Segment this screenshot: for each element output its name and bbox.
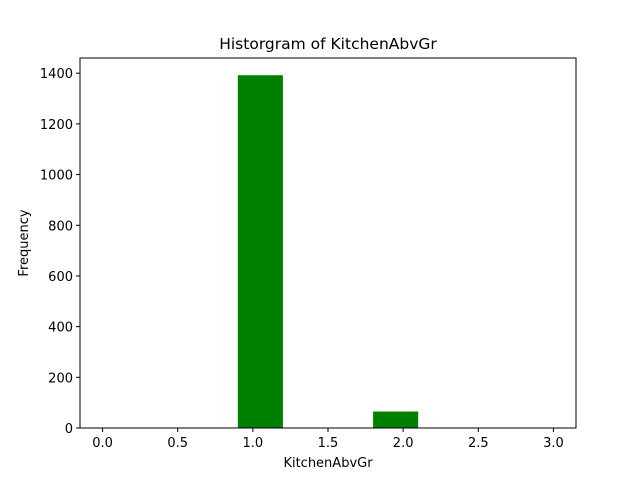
y-axis-label: Frequency — [17, 209, 32, 276]
x-tick-label: 0.0 — [92, 436, 113, 451]
x-axis-ticks: 0.0 0.5 1.0 1.5 2.0 2.5 3.0 — [92, 428, 564, 451]
x-tick-label: 1.0 — [243, 436, 264, 451]
histogram-bar-3 — [237, 75, 283, 428]
x-tick-label: 2.5 — [468, 436, 489, 451]
y-tick-label: 1200 — [40, 118, 73, 133]
histogram-bar-6 — [373, 411, 419, 428]
y-tick-label: 400 — [48, 321, 73, 336]
y-tick-label: 800 — [48, 219, 73, 234]
y-tick-label: 600 — [48, 270, 73, 285]
chart-title: Historgram of KitchenAbvGr — [219, 35, 437, 53]
y-tick-label: 1400 — [40, 67, 73, 82]
y-axis-ticks: 0 200 400 600 800 1000 1200 1400 — [40, 67, 80, 437]
x-axis-label: KitchenAbvGr — [283, 456, 373, 471]
y-tick-label: 1000 — [40, 169, 73, 184]
y-tick-label: 200 — [48, 371, 73, 386]
x-tick-label: 0.5 — [167, 436, 188, 451]
x-tick-label: 3.0 — [543, 436, 564, 451]
y-tick-label: 0 — [65, 422, 73, 437]
x-tick-label: 2.0 — [393, 436, 414, 451]
x-tick-label: 1.5 — [318, 436, 339, 451]
